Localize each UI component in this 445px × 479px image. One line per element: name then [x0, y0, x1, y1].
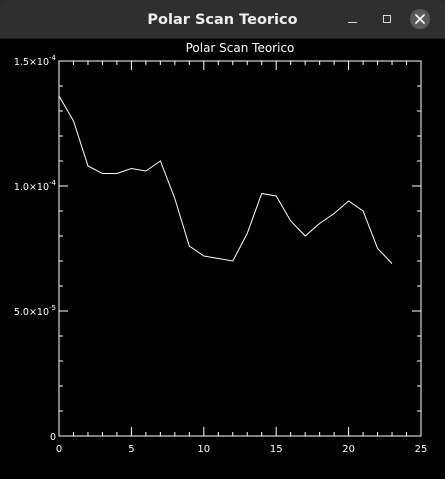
title-bar[interactable]: Polar Scan Teorico	[0, 0, 445, 39]
close-button[interactable]	[410, 9, 430, 29]
maximize-button[interactable]	[377, 9, 397, 29]
plot-area: Polar Scan Teorico 0 5 10 15 20 25 0 5.0×10-5 1…	[0, 39, 445, 479]
y-tick-label: 5.0×10-5	[14, 304, 56, 318]
minimize-button[interactable]	[342, 9, 362, 29]
x-tick-label: 10	[197, 444, 210, 455]
x-tick-label: 25	[415, 444, 428, 455]
plot-frame	[59, 61, 421, 436]
x-tick-label: 15	[270, 444, 283, 455]
chart-title: Polar Scan Teorico	[186, 41, 295, 55]
y-axis-ticks: 0 5.0×10-5 1.0×10-4 1.5×10-4	[14, 54, 421, 443]
series-line	[59, 96, 392, 264]
y-tick-label: 1.5×10-4	[14, 54, 57, 68]
x-axis-ticks: 0 5 10 15 20 25	[56, 61, 428, 455]
close-icon	[415, 14, 425, 24]
y-tick-label: 1.0×10-4	[14, 179, 57, 193]
polar-scan-chart: Polar Scan Teorico 0 5 10 15 20 25 0 5.0×10-5 1…	[0, 39, 445, 479]
data-series	[59, 96, 392, 264]
maximize-icon	[383, 15, 391, 23]
x-tick-label: 20	[342, 444, 355, 455]
minimize-icon	[348, 22, 357, 23]
x-tick-label: 0	[56, 444, 62, 455]
x-tick-label: 5	[128, 444, 134, 455]
y-tick-label: 0	[50, 432, 56, 443]
